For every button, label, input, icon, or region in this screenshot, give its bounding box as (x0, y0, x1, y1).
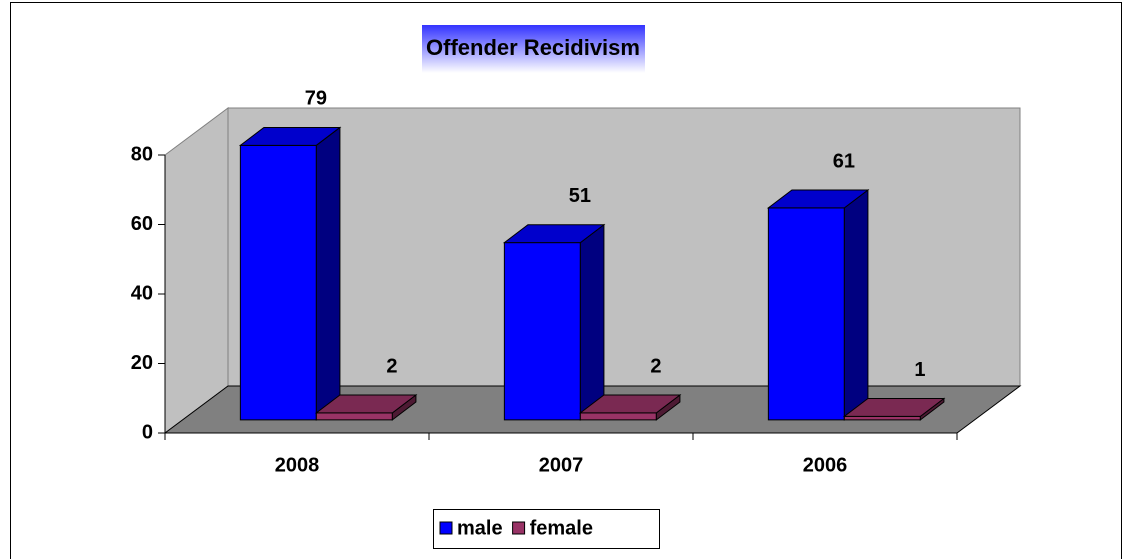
y-tick-label: 80 (131, 143, 153, 165)
bar-top (578, 394, 682, 414)
back-wall (227, 107, 1021, 387)
y-tick-label: 40 (131, 282, 153, 304)
x-tick-label: 2006 (803, 454, 848, 476)
bar-top (766, 189, 870, 209)
bar-top (238, 126, 342, 146)
data-label: 51 (569, 185, 591, 207)
legend-swatch (512, 521, 526, 535)
side-wall (164, 107, 229, 434)
y-tick-label: 0 (142, 421, 153, 443)
bar (842, 397, 946, 421)
bar-front (579, 412, 657, 421)
legend-label: male (457, 517, 503, 539)
bar (238, 126, 342, 421)
bar-front (239, 144, 317, 421)
bar (314, 394, 418, 421)
data-label: 1 (914, 359, 925, 381)
legend (433, 509, 660, 549)
bar (578, 394, 682, 421)
y-tick-label: 20 (131, 352, 153, 374)
x-tick-label: 2008 (275, 454, 320, 476)
bar-front (315, 412, 393, 421)
bar-top (842, 398, 946, 417)
bar-front (843, 415, 921, 421)
bar-side (315, 126, 341, 421)
chart-title: Offender Recidivism (426, 35, 640, 60)
data-label: 2 (650, 355, 661, 377)
data-label: 61 (833, 150, 855, 172)
bar-top (502, 224, 606, 244)
bar-side (579, 223, 605, 421)
bar-front (503, 242, 581, 421)
bar-top (314, 394, 418, 414)
bar-front (767, 207, 845, 421)
bar (766, 188, 870, 421)
data-label: 2 (386, 355, 397, 377)
title-box (422, 25, 645, 73)
legend-label: female (530, 517, 593, 539)
bar (502, 223, 606, 421)
y-tick-label: 60 (131, 213, 153, 235)
x-tick-label: 2007 (539, 454, 584, 476)
legend-swatch (439, 521, 453, 535)
bar-side (843, 188, 869, 421)
data-label: 79 (305, 88, 327, 110)
